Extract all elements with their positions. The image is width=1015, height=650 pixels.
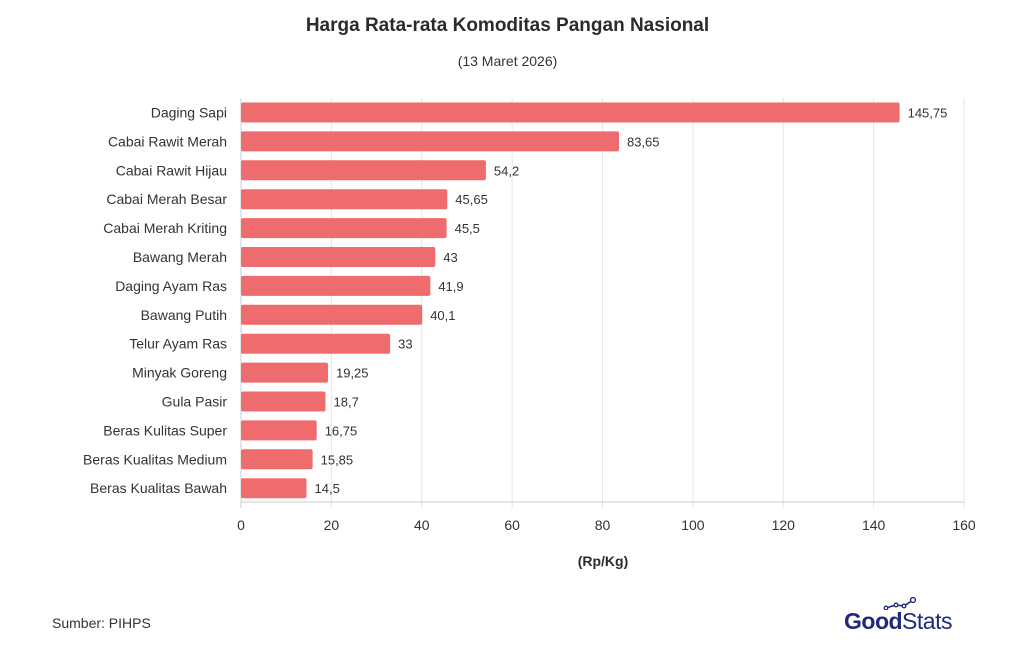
category-label: Cabai Merah Besar	[106, 191, 227, 207]
value-label: 40,1	[430, 308, 455, 323]
value-label: 45,5	[455, 221, 480, 236]
source-note: Sumber: PIHPS	[52, 615, 151, 631]
x-tick-label: 20	[324, 517, 340, 533]
value-label: 15,85	[321, 452, 354, 467]
category-label: Gula Pasir	[162, 394, 228, 410]
x-tick-label: 140	[862, 517, 886, 533]
category-label: Cabai Merah Kriting	[103, 220, 227, 236]
bar-chart: 0 20 40 60 80 100 120 140 160 Daging Sapi 145,75 Ca…	[83, 98, 976, 569]
logo-text-good: Good	[844, 608, 903, 634]
bar	[241, 478, 307, 499]
value-label: 45,65	[455, 192, 488, 207]
x-tick-label: 40	[414, 517, 430, 533]
chart-title: Harga Rata-rata Komoditas Pangan Nasiona…	[305, 15, 710, 36]
bar	[241, 247, 436, 267]
bar	[241, 420, 317, 441]
x-tick-label: 160	[952, 517, 976, 533]
value-label: 145,75	[908, 106, 948, 121]
bar	[241, 391, 326, 412]
category-label: Daging Ayam Ras	[115, 278, 227, 294]
bar	[241, 131, 619, 152]
value-label: 33	[398, 337, 412, 352]
x-tick-label: 120	[772, 517, 796, 533]
x-tick-label: 60	[504, 517, 520, 533]
logo-text-stats: Stats	[902, 608, 952, 634]
bar	[241, 160, 486, 181]
category-label: Telur Ayam Ras	[129, 336, 227, 352]
value-label: 16,75	[325, 423, 358, 438]
x-axis-title: (Rp/Kg)	[578, 553, 629, 569]
bar	[241, 333, 391, 354]
x-tick-label: 100	[681, 517, 705, 533]
bar	[241, 189, 448, 210]
value-label: 18,7	[334, 395, 359, 410]
category-label: Beras Kulitas Super	[103, 422, 227, 438]
bar	[241, 102, 900, 123]
value-label: 14,5	[315, 481, 340, 496]
bar	[241, 218, 447, 239]
category-label: Beras Kualitas Bawah	[90, 480, 227, 496]
category-label: Daging Sapi	[151, 105, 227, 121]
logo-wordmark: GoodStats	[844, 608, 952, 635]
goodstats-logo: GoodStats	[844, 596, 974, 636]
value-label: 43	[443, 250, 457, 265]
category-label: Minyak Goreng	[132, 365, 227, 381]
bar	[241, 362, 328, 383]
value-label: 54,2	[494, 163, 519, 178]
bar	[241, 304, 423, 325]
chart-subtitle: (13 Maret 2026)	[457, 53, 558, 69]
chart-line-icon	[883, 596, 917, 610]
category-label: Bawang Merah	[133, 249, 227, 265]
value-label: 19,25	[336, 366, 369, 381]
category-label: Cabai Rawit Hijau	[116, 162, 227, 178]
category-label: Beras Kualitas Medium	[83, 451, 227, 467]
bar	[241, 275, 431, 296]
x-tick-label: 80	[595, 517, 611, 533]
x-tick-label: 0	[237, 517, 245, 533]
bar	[241, 449, 313, 470]
category-label: Cabai Rawit Merah	[108, 133, 227, 149]
category-label: Bawang Putih	[141, 307, 227, 323]
value-label: 83,65	[627, 134, 660, 149]
value-label: 41,9	[438, 279, 463, 294]
